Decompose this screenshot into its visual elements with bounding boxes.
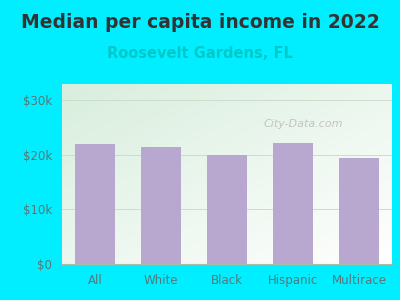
Bar	[338, 158, 380, 264]
Text: City-Data.com: City-Data.com	[263, 118, 343, 129]
Bar	[74, 144, 116, 264]
Text: Median per capita income in 2022: Median per capita income in 2022	[21, 14, 379, 32]
Bar	[206, 155, 248, 264]
Text: Roosevelt Gardens, FL: Roosevelt Gardens, FL	[107, 46, 293, 62]
Bar	[140, 147, 182, 264]
Bar	[272, 143, 314, 264]
